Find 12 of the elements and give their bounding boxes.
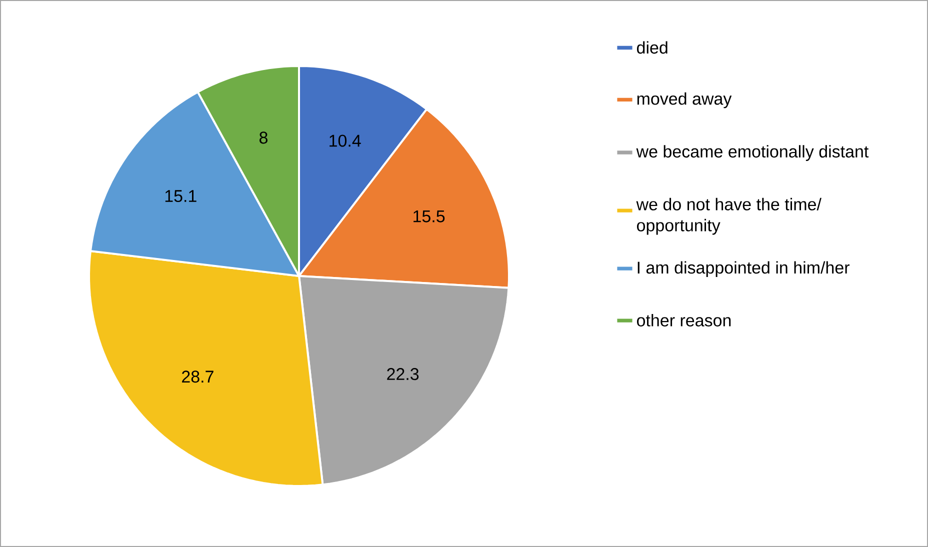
legend-label: we became emotionally distant [636, 145, 869, 161]
data-label: 15.1 [165, 190, 196, 202]
data-label: 15.5 [414, 210, 445, 222]
legend-label: we do not have the time/ opportunity [636, 198, 822, 235]
legend-label: I am disappointed in him/her [638, 261, 850, 278]
data-label: 10.4 [330, 134, 361, 147]
legend-label: died [637, 41, 668, 54]
data-label: 8 [260, 132, 268, 144]
legend-label: other reason [637, 314, 731, 326]
data-label: 28.7 [182, 370, 214, 383]
legend-label: moved away [637, 92, 732, 108]
data-label: 22.3 [387, 368, 419, 380]
